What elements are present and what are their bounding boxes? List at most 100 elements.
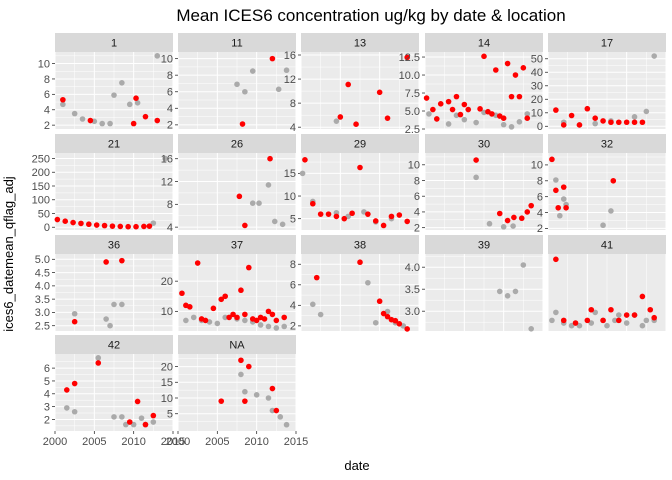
point-red [616,119,622,126]
point-red [576,122,583,128]
point-red [396,321,403,327]
point-red [70,219,76,226]
point-grey [504,293,511,299]
point-grey [639,322,646,329]
point-red [238,357,244,364]
x-tick-label: 2015 [284,436,308,448]
x-tick-label: 2000 [43,436,67,448]
point-red [504,217,511,224]
y-tick-label: 4 [44,389,50,401]
y-tick-label: 30 [531,81,543,93]
y-tick-label: 3.0 [35,307,50,319]
x-tick-label: 2005 [205,436,229,448]
point-red [392,317,399,324]
point-grey [317,311,324,318]
y-tick-label: 4 [167,222,173,234]
point-red [453,93,460,100]
y-tick-label: 16 [284,50,296,62]
point-red [142,421,149,428]
y-tick-label: 4 [537,207,543,219]
point-red [103,259,109,265]
point-red [372,218,379,224]
y-tick-label: 4 [414,207,420,219]
point-red [341,215,348,222]
y-tick-label: 3.5 [405,284,420,296]
facet-strip [301,235,419,254]
point-red [631,312,638,318]
y-tick-label: 50 [531,54,543,66]
point-red [345,81,352,88]
y-tick-label: 5.0 [35,254,50,266]
point-grey [372,319,379,326]
facet-strip [301,33,419,52]
point-red [230,311,236,318]
point-red [563,204,569,211]
point-grey [365,279,371,286]
y-tick-label: 4 [290,122,296,134]
point-red [62,218,69,224]
point-red [146,223,153,229]
point-grey [71,408,78,415]
y-tick-label: 2.5 [35,320,50,332]
point-grey [138,415,145,421]
point-red [384,313,391,320]
point-grey [500,224,507,230]
x-tick-label: 2000 [166,436,190,448]
point-grey [271,218,278,225]
point-red [404,218,411,225]
point-red [560,184,567,190]
point-grey [265,395,272,401]
point-grey [560,196,567,202]
y-tick-label: 40 [531,67,543,79]
point-red [246,264,252,271]
y-tick-label: 5 [290,213,296,225]
y-tick-label: 5 [167,409,173,421]
point-grey [119,80,125,86]
point-red [380,222,387,229]
point-grey [604,322,610,329]
y-tick-label: 12.5 [399,52,420,64]
point-red [524,115,531,122]
point-grey [500,121,507,128]
point-grey [265,182,272,188]
y-tick-label: 6 [44,89,50,101]
point-red [239,121,246,127]
point-red [555,204,562,211]
point-red [313,274,320,281]
point-red [512,72,519,78]
point-red [434,116,440,122]
point-red [202,317,209,324]
point-grey [310,301,316,308]
facet-strip [425,33,543,52]
facet-strip-label: 17 [601,38,613,50]
y-tick-label: 6 [44,363,50,375]
point-red [508,93,515,100]
facet-strip-label: NA [229,340,245,352]
point-grey [461,116,468,123]
point-red [64,387,70,393]
point-grey [64,405,70,411]
point-red [404,54,411,61]
point-red [430,106,436,113]
facet-strip [55,335,173,354]
facet-strip-label: 37 [231,240,243,252]
facet-panels: 12468101124681013481216142.55.07.510.012… [32,33,667,431]
point-grey [588,320,595,326]
x-tick-label: 2005 [82,436,106,448]
point-grey [107,322,113,329]
facet-panel-30: 30 2 4 6 8 10 [408,134,544,234]
point-red [504,60,511,67]
point-red [553,187,559,194]
point-red [568,112,575,119]
facet-strip [548,235,666,254]
point-red [267,155,273,162]
point-red [269,55,276,62]
facet-strip-label: 32 [601,139,613,151]
point-red [600,118,606,124]
point-grey [643,108,650,115]
facet-strip-label: 36 [108,240,120,252]
point-grey [242,317,248,324]
point-grey [234,81,240,88]
y-tick-label: 4 [167,103,173,115]
point-red [437,101,444,107]
